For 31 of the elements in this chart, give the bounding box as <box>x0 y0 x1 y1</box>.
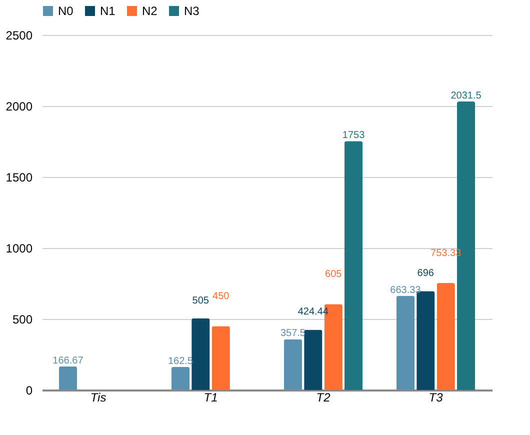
legend-label: N3 <box>184 4 200 18</box>
legend-label: N1 <box>100 4 116 18</box>
bar <box>58 366 78 390</box>
bar <box>396 296 415 390</box>
legend-label: N0 <box>58 4 74 18</box>
x-tick-label: T1 <box>204 390 218 404</box>
legend-label: N2 <box>142 4 158 18</box>
x-tick-label: T3 <box>428 390 444 404</box>
data-label: 505 <box>192 295 210 306</box>
y-tick-label: 2000 <box>6 100 33 114</box>
y-tick-label: 0 <box>26 384 33 398</box>
data-label: 696 <box>417 268 434 280</box>
data-label: 663.33 <box>390 284 422 296</box>
y-tick-label: 1000 <box>6 242 33 256</box>
bar <box>344 141 363 390</box>
bar <box>212 326 230 390</box>
bar <box>192 318 210 390</box>
y-tick-label: 1500 <box>6 170 33 184</box>
data-label: 1753 <box>342 130 366 142</box>
x-tick-label: T2 <box>316 390 331 404</box>
data-label: 166.67 <box>52 355 84 366</box>
bar <box>304 330 322 390</box>
bar <box>284 339 302 390</box>
data-label: 605 <box>325 269 342 280</box>
y-tick-label: 2500 <box>6 28 33 42</box>
data-label: 450 <box>212 291 230 302</box>
y-tick-label: 500 <box>12 312 33 326</box>
x-tick-label: Tis <box>90 390 106 404</box>
data-label: 2031.5 <box>450 90 482 102</box>
bar <box>171 366 190 390</box>
bar <box>436 283 455 390</box>
